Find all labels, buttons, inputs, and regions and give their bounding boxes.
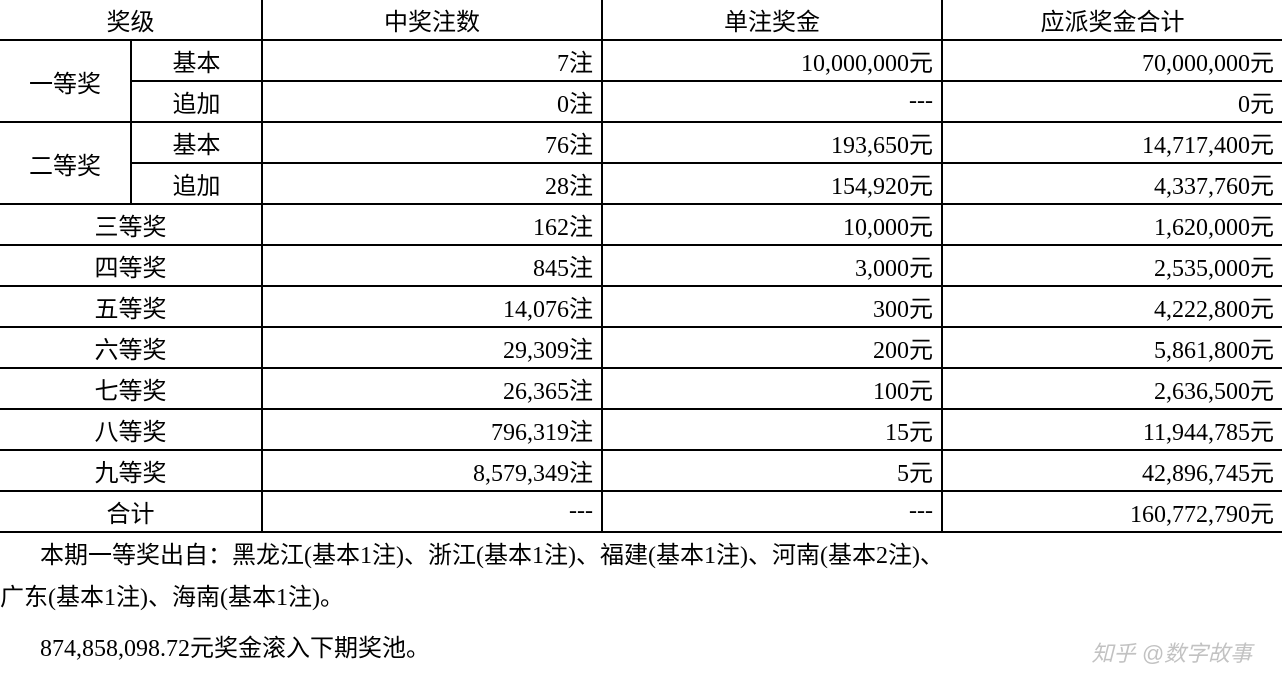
- cell-level: 八等奖: [0, 409, 262, 450]
- cell-sub: 基本: [131, 40, 262, 81]
- table-row: 九等奖 8,579,349注 5元 42,896,745元: [0, 450, 1282, 491]
- table-row: 四等奖 845注 3,000元 2,535,000元: [0, 245, 1282, 286]
- cell-level: 一等奖: [0, 40, 131, 122]
- cell-unit: 154,920元: [602, 163, 942, 204]
- cell-level: 合计: [0, 491, 262, 532]
- cell-unit: 3,000元: [602, 245, 942, 286]
- cell-unit: 10,000,000元: [602, 40, 942, 81]
- cell-count: 162注: [262, 204, 602, 245]
- cell-unit: 15元: [602, 409, 942, 450]
- cell-level: 二等奖: [0, 122, 131, 204]
- cell-total: 11,944,785元: [942, 409, 1282, 450]
- cell-unit: ---: [602, 491, 942, 532]
- cell-total: 14,717,400元: [942, 122, 1282, 163]
- cell-unit: 193,650元: [602, 122, 942, 163]
- cell-total: 4,337,760元: [942, 163, 1282, 204]
- prize-table: 奖级 中奖注数 单注奖金 应派奖金合计 一等奖 基本 7注 10,000,000…: [0, 0, 1282, 533]
- cell-unit: 100元: [602, 368, 942, 409]
- table-row: 二等奖 基本 76注 193,650元 14,717,400元: [0, 122, 1282, 163]
- table-row: 三等奖 162注 10,000元 1,620,000元: [0, 204, 1282, 245]
- cell-total: 5,861,800元: [942, 327, 1282, 368]
- cell-sub: 追加: [131, 163, 262, 204]
- cell-count: 26,365注: [262, 368, 602, 409]
- cell-unit: 5元: [602, 450, 942, 491]
- cell-count: 845注: [262, 245, 602, 286]
- cell-count: 76注: [262, 122, 602, 163]
- cell-count: 7注: [262, 40, 602, 81]
- header-total: 应派奖金合计: [942, 0, 1282, 40]
- note-line-2: 广东(基本1注)、海南(基本1注)。: [0, 575, 1282, 617]
- cell-level: 六等奖: [0, 327, 262, 368]
- header-unit: 单注奖金: [602, 0, 942, 40]
- table-row: 八等奖 796,319注 15元 11,944,785元: [0, 409, 1282, 450]
- cell-count: 28注: [262, 163, 602, 204]
- cell-sub: 基本: [131, 122, 262, 163]
- cell-total: 2,535,000元: [942, 245, 1282, 286]
- header-row: 奖级 中奖注数 单注奖金 应派奖金合计: [0, 0, 1282, 40]
- cell-level: 三等奖: [0, 204, 262, 245]
- cell-total: 42,896,745元: [942, 450, 1282, 491]
- cell-total: 70,000,000元: [942, 40, 1282, 81]
- cell-total: 160,772,790元: [942, 491, 1282, 532]
- cell-count: ---: [262, 491, 602, 532]
- cell-sub: 追加: [131, 81, 262, 122]
- cell-unit: 300元: [602, 286, 942, 327]
- cell-unit: ---: [602, 81, 942, 122]
- cell-level: 七等奖: [0, 368, 262, 409]
- cell-total: 0元: [942, 81, 1282, 122]
- table-row: 五等奖 14,076注 300元 4,222,800元: [0, 286, 1282, 327]
- note-line-1: 本期一等奖出自：黑龙江(基本1注)、浙江(基本1注)、福建(基本1注)、河南(基…: [0, 533, 1282, 575]
- cell-total: 1,620,000元: [942, 204, 1282, 245]
- header-count: 中奖注数: [262, 0, 602, 40]
- cell-unit: 200元: [602, 327, 942, 368]
- cell-count: 14,076注: [262, 286, 602, 327]
- cell-total: 4,222,800元: [942, 286, 1282, 327]
- table-row-total: 合计 --- --- 160,772,790元: [0, 491, 1282, 532]
- header-level: 奖级: [0, 0, 262, 40]
- cell-count: 0注: [262, 81, 602, 122]
- watermark: 知乎 @数字故事: [1092, 636, 1252, 668]
- cell-count: 8,579,349注: [262, 450, 602, 491]
- cell-level: 九等奖: [0, 450, 262, 491]
- cell-count: 29,309注: [262, 327, 602, 368]
- cell-total: 2,636,500元: [942, 368, 1282, 409]
- table-row: 追加 28注 154,920元 4,337,760元: [0, 163, 1282, 204]
- cell-unit: 10,000元: [602, 204, 942, 245]
- note-line-3: 874,858,098.72元奖金滚入下期奖池。: [0, 618, 1282, 668]
- cell-level: 五等奖: [0, 286, 262, 327]
- table-row: 一等奖 基本 7注 10,000,000元 70,000,000元: [0, 40, 1282, 81]
- table-row: 追加 0注 --- 0元: [0, 81, 1282, 122]
- cell-level: 四等奖: [0, 245, 262, 286]
- cell-count: 796,319注: [262, 409, 602, 450]
- table-row: 七等奖 26,365注 100元 2,636,500元: [0, 368, 1282, 409]
- table-row: 六等奖 29,309注 200元 5,861,800元: [0, 327, 1282, 368]
